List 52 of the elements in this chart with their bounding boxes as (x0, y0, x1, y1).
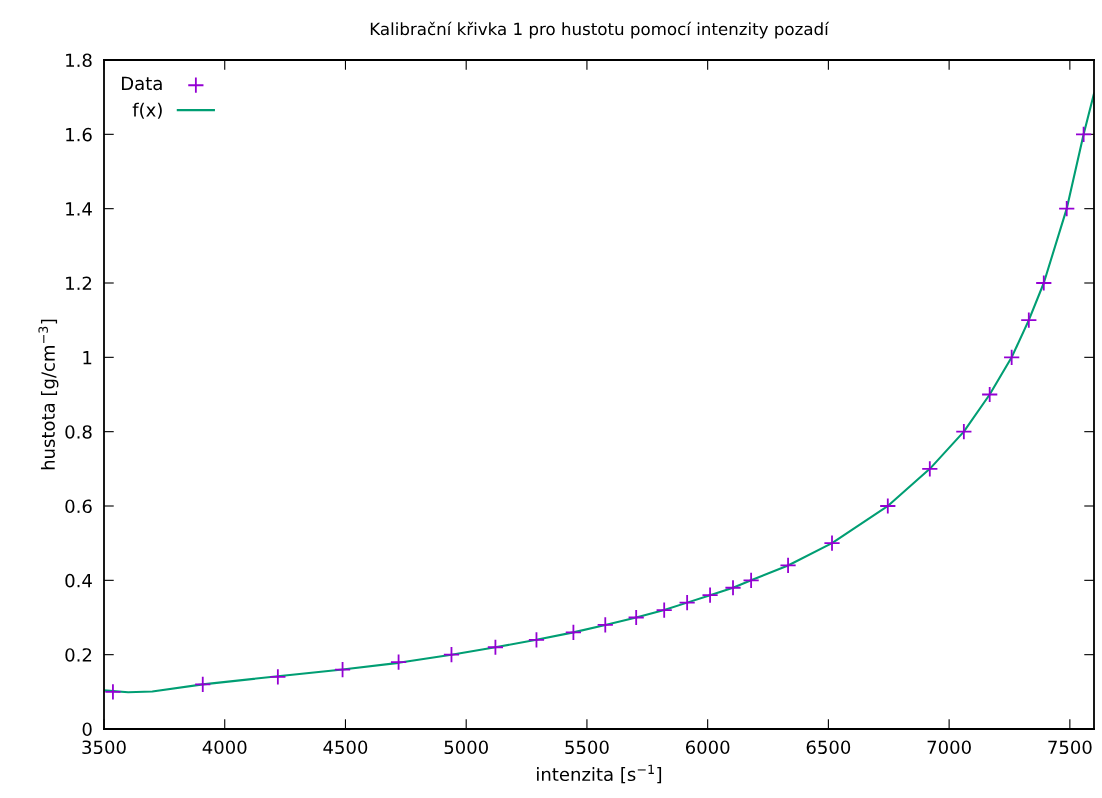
point (779, 556, 797, 574)
x-tick-label: 6500 (806, 740, 851, 755)
point (921, 460, 939, 478)
y-tick-label: 0.4 (65, 573, 92, 588)
point (724, 579, 742, 597)
point (1058, 200, 1076, 218)
point (1075, 125, 1093, 143)
point (596, 616, 614, 634)
point (564, 623, 582, 641)
legend-label: f(x) (132, 102, 162, 119)
point (742, 571, 760, 589)
y-axis-title: hustota [g/cm$^{−3}$] (38, 319, 59, 470)
point (955, 423, 973, 441)
y-tick-label: 1.2 (66, 276, 92, 290)
legend-label: Data (122, 76, 162, 91)
point (1003, 348, 1021, 366)
x-tick-label: 6000 (685, 740, 730, 755)
point (655, 601, 673, 619)
point (627, 608, 645, 627)
x-tick-label: 7000 (927, 740, 971, 755)
point (486, 638, 504, 656)
point (981, 385, 999, 404)
point (194, 675, 212, 693)
y-tick-label: 0 (82, 722, 92, 737)
point (879, 497, 897, 515)
point (390, 653, 408, 671)
y-tick-label: 1.4 (66, 202, 92, 216)
point (823, 534, 841, 552)
y-tick-label: 1 (83, 351, 92, 365)
y-tick-label: 1.6 (66, 127, 92, 142)
point (701, 586, 719, 604)
line-series (104, 92, 1094, 694)
x-axis-title: intenzita [s$^{−1}$] (537, 764, 662, 784)
x-tick-label: 4500 (323, 740, 368, 755)
x-tick-label: 3500 (82, 740, 126, 755)
point (527, 631, 545, 649)
x-tick-label: 5000 (444, 740, 488, 755)
point (104, 683, 122, 701)
chart-title: Kalibrační křivka 1 pro hustotu pomocí intenzity pozadí (370, 21, 830, 39)
point (678, 594, 696, 612)
point (334, 661, 352, 679)
x-tick-label: 4000 (202, 740, 247, 755)
y-tick-label: 1.8 (66, 53, 92, 68)
point (269, 668, 287, 686)
point (442, 646, 460, 664)
point (1035, 274, 1053, 292)
y-tick-label: 0.8 (65, 425, 92, 439)
y-tick-label: 0.6 (65, 499, 92, 514)
y-tick-label: 0.2 (65, 648, 92, 662)
point (1020, 311, 1038, 329)
x-tick-label: 7500 (1048, 740, 1092, 755)
x-tick-label: 5500 (565, 740, 609, 755)
